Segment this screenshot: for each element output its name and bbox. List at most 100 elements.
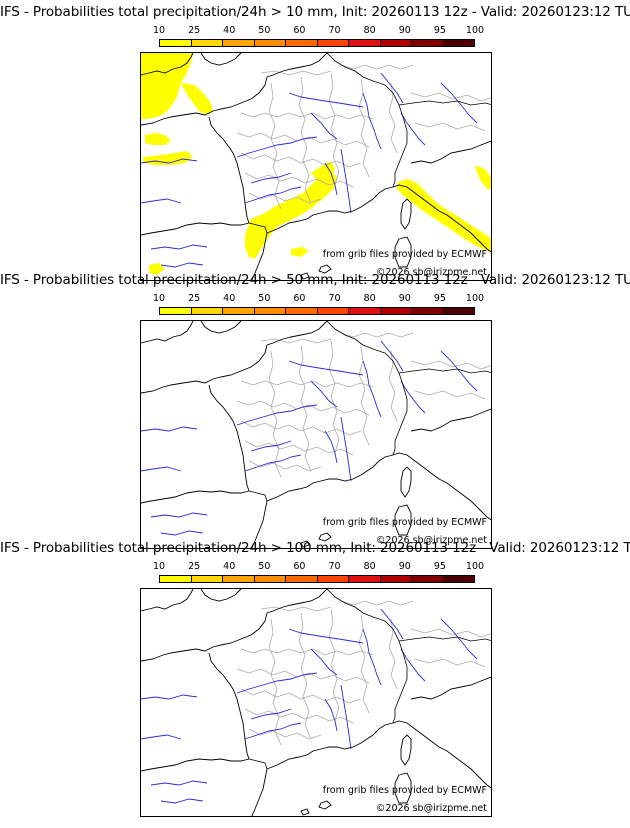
island-outline [394,236,412,268]
legend-swatch [443,576,474,582]
probability-legend: 10 25 40 50 60 70 80 90 95 100 [153,293,484,323]
island-outline [318,264,332,274]
coastline [141,589,194,612]
river [310,648,338,676]
legend-swatch [286,308,318,314]
coastline [410,408,491,432]
legend-tick-label: 95 [433,293,446,304]
legend-tick-label: 90 [398,293,411,304]
legend-swatch [191,308,223,314]
legend-swatch [254,308,286,314]
map-canvas [141,321,491,548]
river [400,112,426,146]
island-outline [300,808,310,816]
admin-border [236,132,370,148]
coastline [266,186,394,234]
river [362,360,382,418]
river [236,404,318,426]
coastline [208,116,250,224]
admin-border [244,708,354,724]
coastline [208,652,250,760]
country-border [326,321,408,456]
copyright-text: ©2026 sb@irizpme.net [375,803,487,814]
admin-border [240,420,362,436]
legend-swatch [191,40,223,46]
admin-border [388,618,398,690]
admin-border [410,628,491,638]
island-outline [318,800,332,810]
coastline [392,720,491,789]
river [324,430,338,464]
admin-border [358,346,370,446]
panel-title: IFS - Probabilities total precipitation/… [0,540,630,556]
admin-border [358,78,370,178]
admin-border [298,612,312,740]
map-canvas [141,53,491,280]
coastline [141,612,268,662]
admin-border [358,614,370,714]
legend-tick-label: 25 [188,293,201,304]
source-credit: from grib files provided by ECMWF [322,517,487,528]
forecast-panel-50mm: IFS - Probabilities total precipitation/… [0,272,630,549]
legend-tick-label: 25 [188,561,201,572]
admin-border [240,688,362,704]
coastline [392,184,491,253]
legend-swatch [223,308,255,314]
legend-swatch [160,576,192,582]
country-border [248,490,268,502]
legend-swatch [349,576,381,582]
island-outline [394,504,412,536]
legend-swatch [412,576,444,582]
admin-border [388,350,398,422]
probability-legend: 10 25 40 50 60 70 80 90 95 100 [153,561,484,591]
coastline [251,500,268,548]
river [400,380,426,414]
admin-border [240,152,362,168]
coastline [410,140,491,164]
river [141,158,198,164]
coastline [141,321,194,344]
legend-swatch [443,308,474,314]
island-outline [400,734,412,766]
island-outline [394,772,412,804]
coastline [251,232,268,280]
legend-swatch [380,308,412,314]
legend-swatch [286,40,318,46]
admin-border [260,70,332,76]
legend-tick-label: 70 [328,293,341,304]
river [340,684,352,750]
admin-border [410,360,491,370]
legend-swatch [254,40,286,46]
legend-swatch [317,576,349,582]
map-canvas [141,589,491,816]
river [236,136,318,158]
precipitation-area [145,133,171,145]
legend-color-bar [159,575,475,583]
country-border [398,100,491,106]
river [250,172,292,184]
country-border [248,222,268,234]
legend-color-bar [159,39,475,47]
coastline [266,454,394,502]
precipitation-area [149,263,165,275]
legend-swatch [349,308,381,314]
admin-border [236,668,370,684]
river [141,426,198,432]
panel-title: IFS - Probabilities total precipitation/… [0,4,630,20]
river [141,198,182,204]
country-border [398,636,491,642]
legend-tick-label: 80 [363,293,376,304]
source-credit: from grib files provided by ECMWF [322,785,487,796]
river [440,350,478,392]
legend-tick-label: 60 [293,293,306,304]
legend-swatch [286,576,318,582]
legend-tick-label: 10 [152,293,166,304]
admin-border [340,332,414,338]
legend-swatch [412,308,444,314]
admin-border [328,340,340,454]
coastline [200,321,242,334]
admin-border [240,648,374,656]
country-border [248,758,268,770]
admin-border [340,64,414,70]
legend-swatch [317,308,349,314]
